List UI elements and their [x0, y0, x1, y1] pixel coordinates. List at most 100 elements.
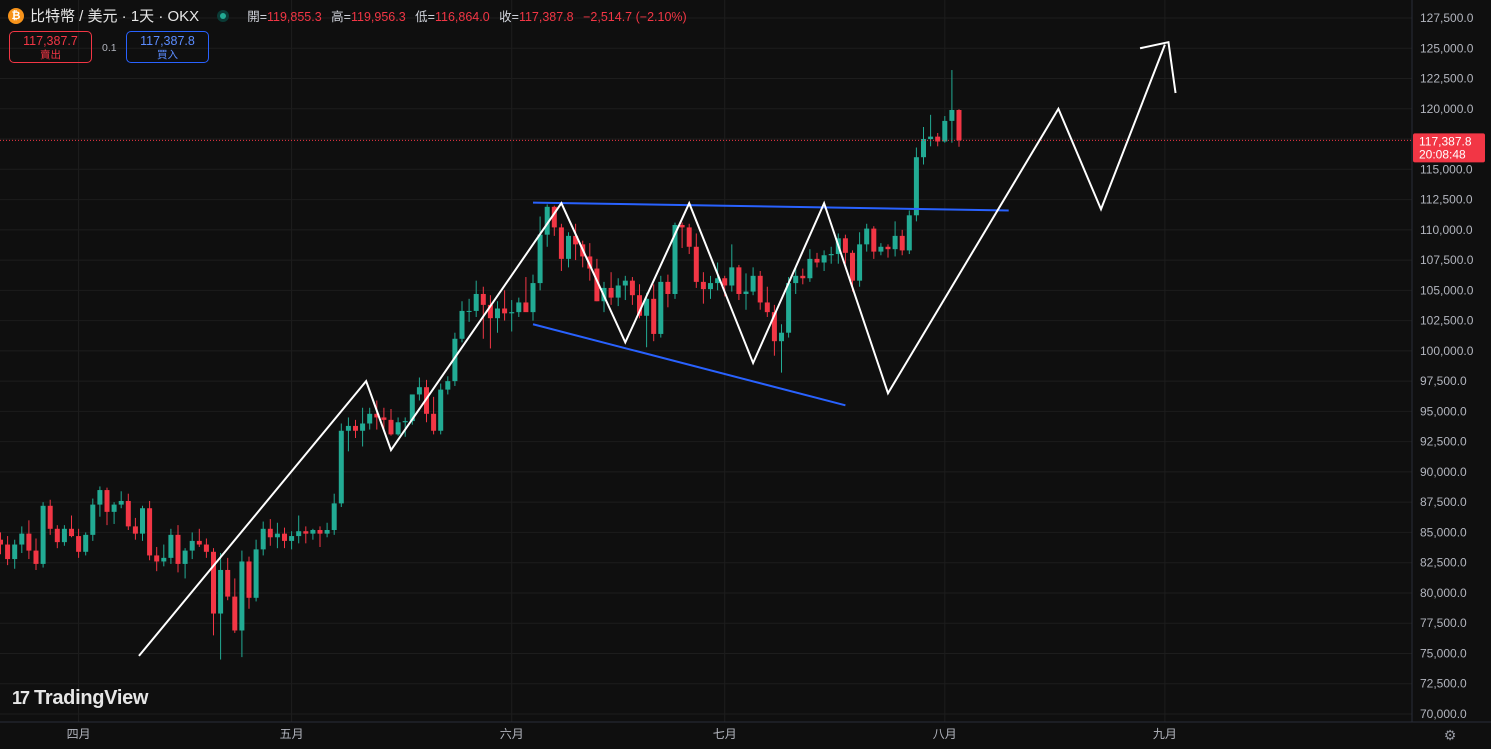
y-tick-label: 97,500.0	[1420, 374, 1467, 388]
resistance-trendline[interactable]	[532, 201, 1009, 212]
candle-body	[125, 500, 131, 527]
candle-body	[949, 109, 955, 121]
candle-body	[509, 312, 515, 314]
x-tick-label: 六月	[500, 727, 524, 741]
candle-body	[104, 490, 110, 512]
tradingview-logo-text: TradingView	[34, 687, 149, 709]
candle-body	[779, 332, 784, 342]
gear-icon[interactable]: ⚙	[1443, 727, 1457, 743]
candle-body	[629, 280, 635, 296]
buy-label: 買入	[157, 49, 178, 61]
candle-body	[61, 528, 67, 543]
candle-body	[47, 505, 53, 529]
candle-body	[729, 267, 735, 286]
candle-body	[644, 298, 650, 316]
last-price-tag-bg	[1413, 133, 1485, 163]
tradingview-logo[interactable]: 17 TradingView	[12, 687, 148, 710]
candle-body	[310, 530, 316, 534]
sell-price: 117,387.7	[23, 34, 78, 48]
candle-body	[12, 544, 18, 560]
candle-body	[828, 254, 834, 256]
sell-button[interactable]: 117,387.7 賣出	[9, 31, 92, 63]
candle-body	[857, 244, 863, 281]
open-label: 開=	[247, 10, 267, 24]
symbol-title[interactable]: 比特幣 / 美元 · 1天 · OKX	[30, 8, 200, 25]
candlestick-series	[0, 70, 962, 660]
y-tick-label: 100,000.0	[1420, 344, 1474, 358]
candle-body	[757, 275, 763, 303]
candle-body	[871, 228, 877, 252]
candle-body	[800, 275, 806, 279]
x-tick-label: 八月	[933, 727, 957, 741]
candle-body	[708, 283, 713, 290]
candle-body	[637, 295, 642, 316]
candle-body	[587, 256, 593, 269]
candle-body	[33, 550, 39, 564]
candle-body	[175, 534, 181, 564]
y-tick-label: 95,000.0	[1420, 404, 1467, 418]
candle-body	[353, 425, 358, 431]
chart-grid	[0, 0, 1491, 723]
y-tick-label: 77,500.0	[1420, 616, 1467, 630]
candle-body	[566, 235, 571, 259]
arrowhead-icon	[1139, 41, 1177, 94]
candle-body	[381, 417, 387, 420]
candle-body	[76, 536, 82, 552]
candle-body	[594, 268, 600, 302]
candle-body	[274, 533, 280, 538]
candle-body	[928, 136, 934, 140]
candle-body	[502, 308, 508, 314]
candle-body	[672, 224, 678, 294]
open-value: 119,855.3	[267, 10, 322, 24]
x-tick-label: 七月	[713, 727, 737, 741]
candle-body	[239, 561, 245, 631]
candle-body	[913, 157, 919, 216]
last-price-tag: 117,387.820:08:48	[1413, 133, 1485, 163]
candle-body	[147, 508, 153, 556]
y-tick-label: 82,500.0	[1420, 556, 1467, 570]
candle-body	[516, 302, 522, 313]
candle-body	[558, 227, 564, 259]
candle-body	[523, 302, 529, 313]
x-tick-label: 九月	[1153, 727, 1177, 741]
support-trendline[interactable]	[532, 323, 846, 407]
candle-body	[814, 258, 820, 263]
candle-body	[438, 389, 444, 431]
x-tick-label: 四月	[67, 727, 91, 741]
candle-body	[19, 533, 25, 545]
y-tick-label: 87,500.0	[1420, 495, 1467, 509]
bitcoin-icon: ₿	[8, 7, 24, 24]
y-tick-label: 112,500.0	[1420, 193, 1473, 207]
candle-body	[118, 500, 124, 505]
candle-body	[282, 533, 287, 541]
candle-body	[218, 569, 224, 614]
zigzag-pattern-path[interactable]	[138, 44, 1166, 657]
candle-body	[956, 109, 962, 141]
candle-body	[360, 423, 366, 431]
y-tick-label: 105,000.0	[1420, 283, 1474, 297]
buy-button[interactable]: 117,387.8 買入	[126, 31, 209, 63]
candle-body	[395, 422, 401, 435]
candle-body	[416, 387, 422, 395]
candle-body	[764, 302, 770, 313]
candle-body	[700, 281, 706, 290]
buy-price: 117,387.8	[140, 34, 195, 48]
candle-body	[69, 528, 74, 537]
y-tick-label: 80,000.0	[1420, 586, 1467, 600]
candle-body	[743, 291, 749, 294]
market-status-icon[interactable]	[217, 9, 230, 22]
candle-body	[487, 304, 493, 319]
candle-body	[452, 338, 458, 382]
candle-body	[715, 278, 721, 284]
candle-body	[345, 425, 351, 431]
candle-body	[211, 551, 216, 614]
candle-body	[232, 596, 238, 631]
sell-label: 賣出	[40, 49, 61, 61]
candle-body	[786, 283, 792, 333]
candle-body	[459, 310, 465, 339]
time-axis: 四月 五月 六月 七月 八月 九月	[67, 727, 1177, 741]
candle-body	[608, 287, 614, 298]
candle-body	[26, 533, 32, 551]
candle-body	[317, 530, 323, 534]
